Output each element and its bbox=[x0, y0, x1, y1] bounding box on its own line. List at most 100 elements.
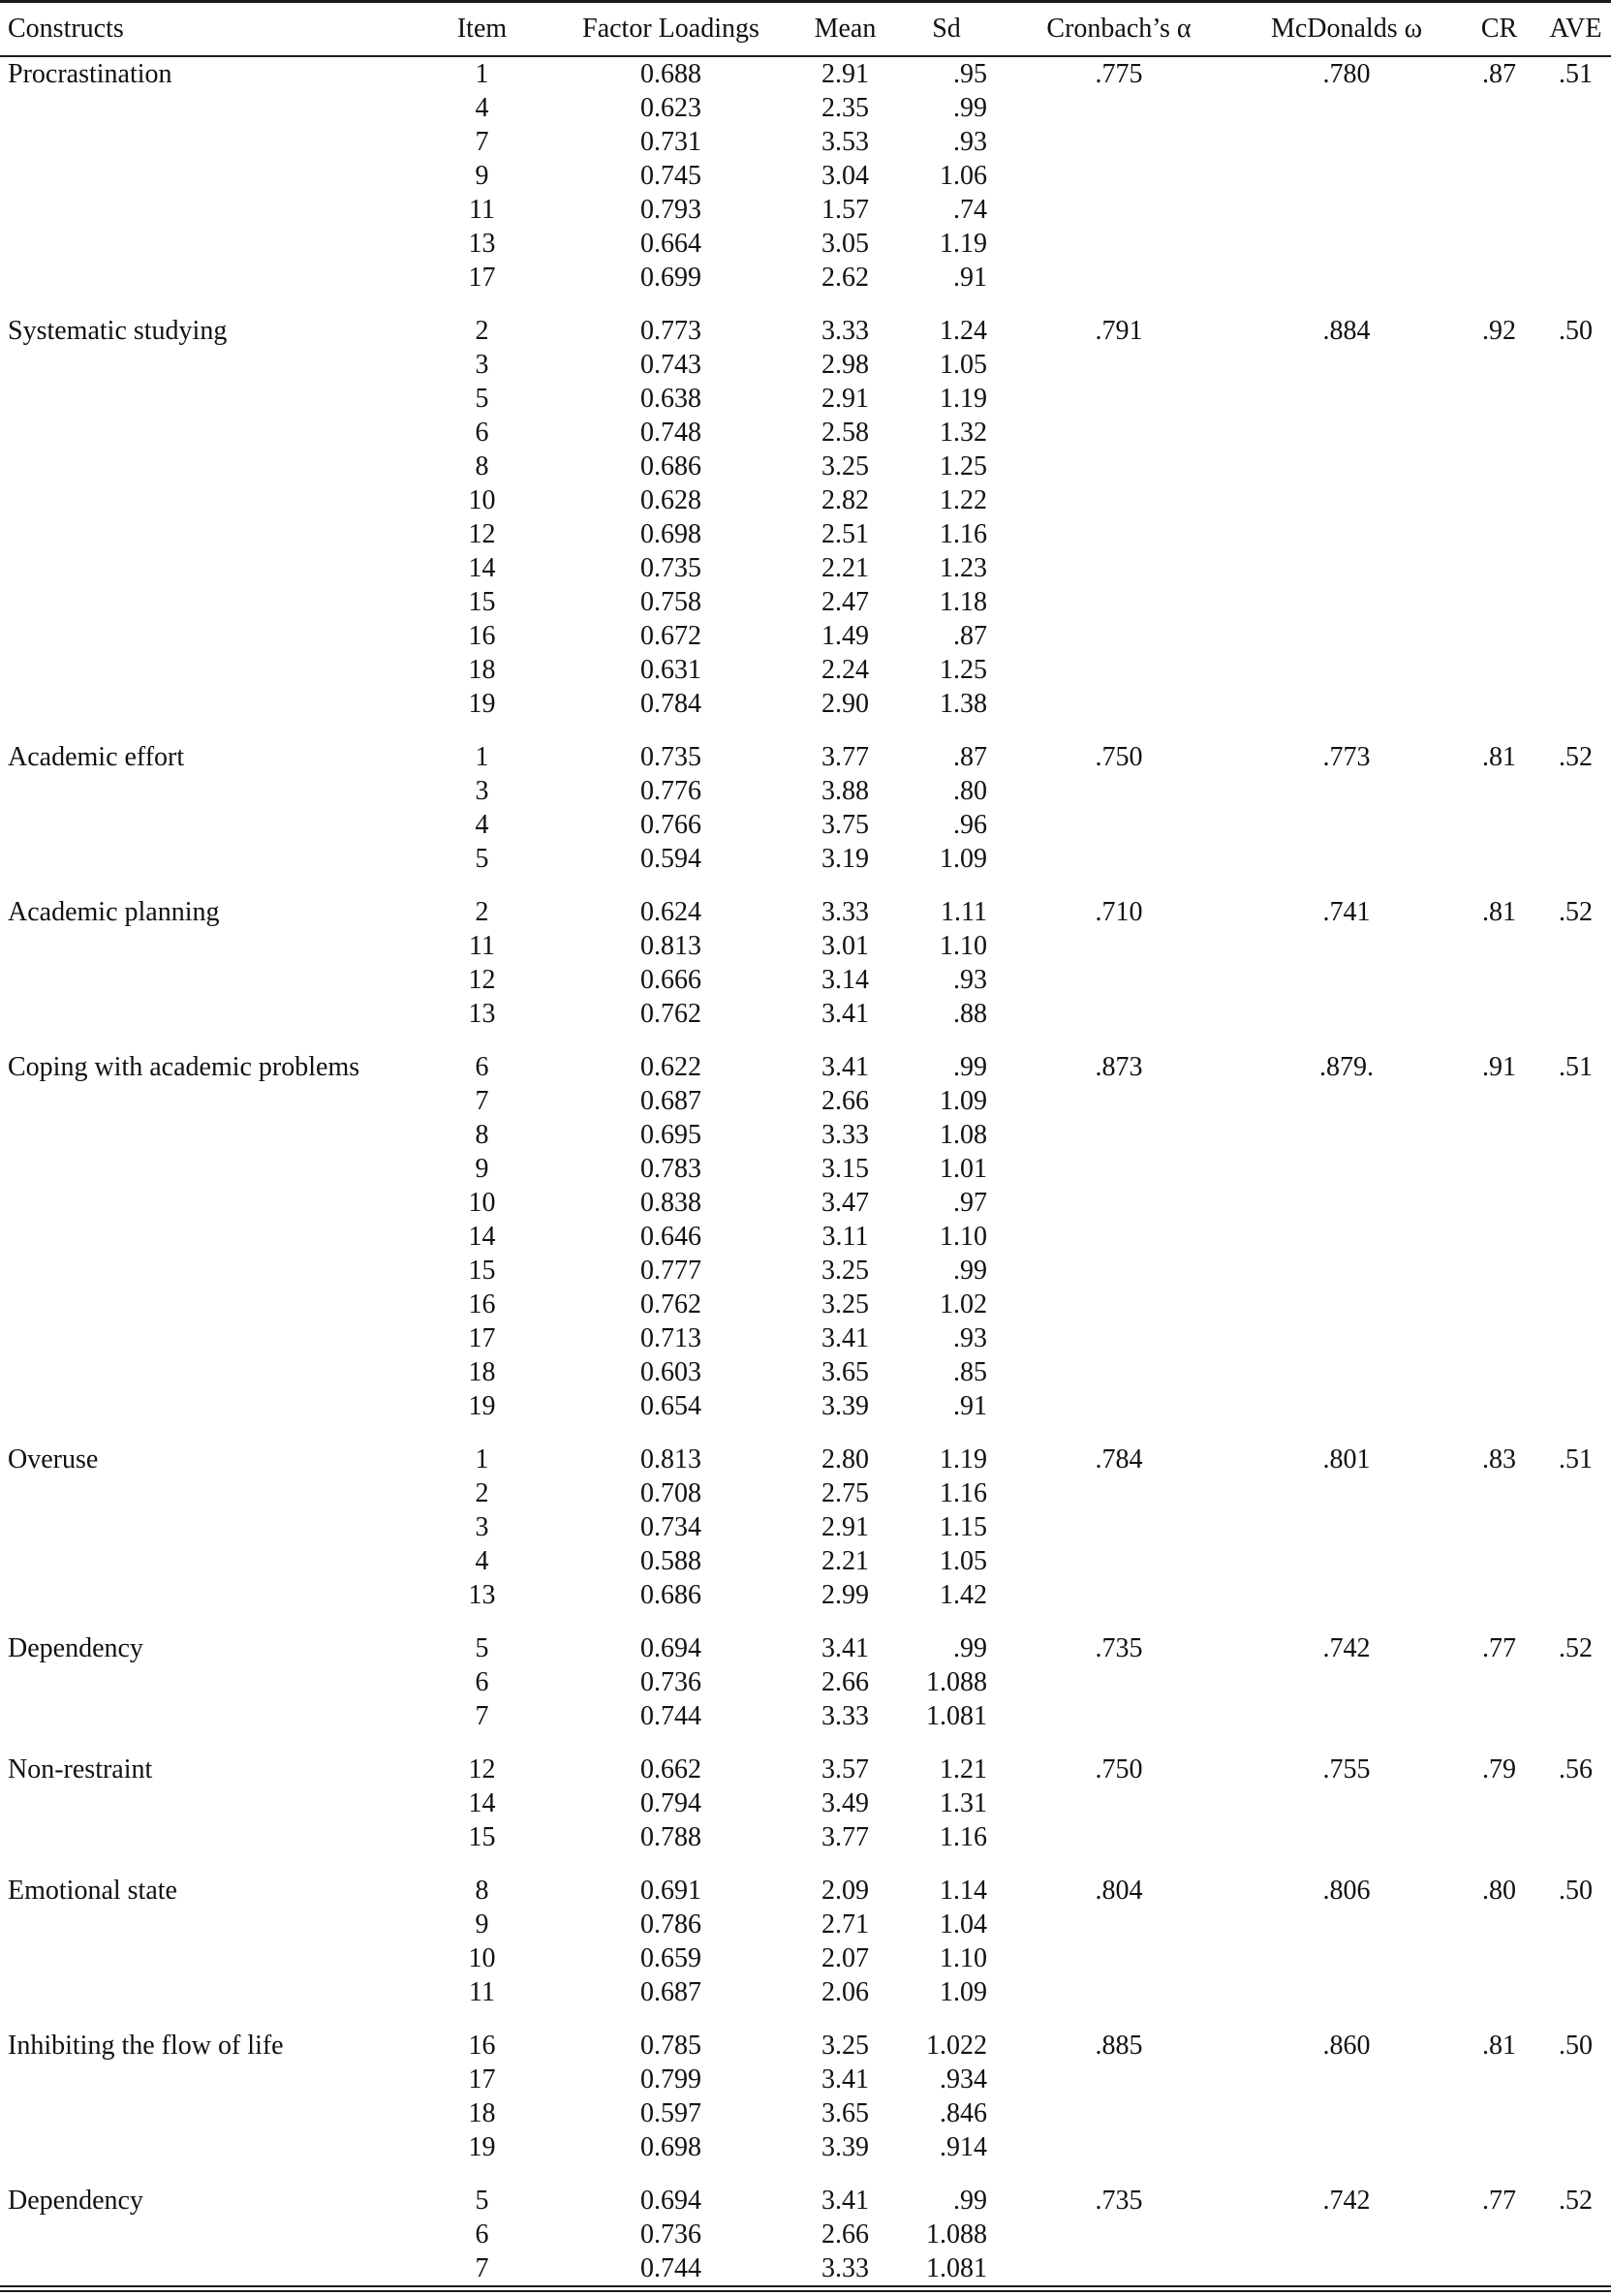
mcdonalds-omega-cell bbox=[1235, 1786, 1458, 1820]
mean-cell: 2.07 bbox=[821, 1942, 869, 1973]
factor-loading-cell: 0.698 bbox=[640, 518, 701, 549]
factor-loading-cell: 0.788 bbox=[640, 1821, 701, 1852]
ave-cell bbox=[1540, 2096, 1611, 2130]
mcdonalds-omega-cell bbox=[1235, 193, 1458, 227]
cronbachs-alpha-cell bbox=[1003, 997, 1235, 1031]
factor-loading-cell: 0.838 bbox=[640, 1187, 701, 1218]
factor-loading-cell: 0.631 bbox=[640, 654, 701, 685]
cr-cell bbox=[1458, 653, 1540, 687]
construct-name-cell bbox=[0, 619, 407, 653]
construct-name-cell bbox=[0, 1578, 407, 1612]
factor-loading-cell: 0.766 bbox=[640, 809, 701, 840]
item-row: 19 0.784 2.90 1.38 bbox=[0, 687, 1611, 721]
mean-cell: 3.77 bbox=[821, 741, 869, 772]
mcdonalds-omega-cell bbox=[1235, 1220, 1458, 1254]
cronbachs-alpha-cell: .784 bbox=[1095, 1443, 1143, 1474]
item-number-cell: 3 bbox=[475, 349, 489, 380]
sd-cell: 1.088 bbox=[926, 2218, 987, 2249]
construct-first-row: Non-restraint 12 0.662 3.57 1.21 .750 .755 .79.… bbox=[0, 1733, 1611, 1786]
item-number-cell: 9 bbox=[475, 1153, 489, 1184]
mean-cell: 3.77 bbox=[821, 1821, 869, 1852]
mcdonalds-omega-cell: .773 bbox=[1322, 741, 1371, 772]
ave-cell bbox=[1540, 1786, 1611, 1820]
mean-cell: 2.09 bbox=[821, 1875, 869, 1906]
item-number-cell: 16 bbox=[468, 1288, 496, 1319]
item-number-cell: 9 bbox=[475, 160, 489, 191]
item-number-cell: 17 bbox=[468, 1322, 496, 1353]
ave-cell bbox=[1540, 483, 1611, 517]
sd-cell: 1.31 bbox=[940, 1787, 987, 1818]
sd-cell: 1.022 bbox=[926, 2030, 987, 2061]
col-header-cronbachs-alpha: Cronbach’s α bbox=[1003, 1, 1235, 57]
cronbachs-alpha-cell: .775 bbox=[1095, 58, 1143, 89]
sd-cell: 1.19 bbox=[940, 383, 987, 414]
mean-cell: 3.04 bbox=[821, 160, 869, 191]
cronbachs-alpha-cell bbox=[1003, 2063, 1235, 2096]
mcdonalds-omega-cell: .879. bbox=[1319, 1051, 1374, 1082]
sd-cell: .96 bbox=[953, 809, 987, 840]
mean-cell: 3.33 bbox=[821, 1700, 869, 1731]
cronbachs-alpha-cell bbox=[1003, 929, 1235, 963]
sd-cell: .934 bbox=[940, 2063, 987, 2094]
mcdonalds-omega-cell bbox=[1235, 1254, 1458, 1288]
factor-loading-cell: 0.734 bbox=[640, 1511, 701, 1542]
ave-cell bbox=[1540, 842, 1611, 876]
item-number-cell: 18 bbox=[468, 2097, 496, 2128]
factor-loading-cell: 0.687 bbox=[640, 1976, 701, 2007]
sd-cell: 1.19 bbox=[940, 228, 987, 259]
cronbachs-alpha-cell bbox=[1003, 517, 1235, 551]
cronbachs-alpha-cell bbox=[1003, 585, 1235, 619]
construct-name-cell bbox=[0, 1699, 407, 1733]
item-row: 14 0.794 3.49 1.31 bbox=[0, 1786, 1611, 1820]
mean-cell: 2.71 bbox=[821, 1908, 869, 1939]
construct-name-cell bbox=[0, 348, 407, 382]
sd-cell: 1.10 bbox=[940, 1942, 987, 1973]
mean-cell: 2.98 bbox=[821, 349, 869, 380]
mean-cell: 3.41 bbox=[821, 1322, 869, 1353]
mean-cell: 2.47 bbox=[821, 586, 869, 617]
cr-cell bbox=[1458, 1084, 1540, 1118]
factor-loading-cell: 0.743 bbox=[640, 349, 701, 380]
construct-name-cell bbox=[0, 483, 407, 517]
mcdonalds-omega-cell: .741 bbox=[1322, 896, 1371, 927]
sd-cell: 1.10 bbox=[940, 1221, 987, 1252]
ave-cell bbox=[1540, 1544, 1611, 1578]
sd-cell: 1.081 bbox=[926, 1700, 987, 1731]
item-number-cell: 1 bbox=[475, 1443, 489, 1474]
cr-cell bbox=[1458, 1254, 1540, 1288]
sd-cell: 1.23 bbox=[940, 552, 987, 583]
mean-cell: 3.14 bbox=[821, 964, 869, 995]
mean-cell: 3.33 bbox=[821, 2252, 869, 2283]
item-number-cell: 7 bbox=[475, 1700, 489, 1731]
ave-cell bbox=[1540, 1288, 1611, 1321]
ave-cell bbox=[1540, 687, 1611, 721]
item-row: 18 0.597 3.65 .846 bbox=[0, 2096, 1611, 2130]
ave-cell bbox=[1540, 348, 1611, 382]
construct-name-cell bbox=[0, 517, 407, 551]
mcdonalds-omega-cell bbox=[1235, 1908, 1458, 1941]
sd-cell: .74 bbox=[953, 194, 987, 225]
item-number-cell: 19 bbox=[468, 1390, 496, 1421]
item-row: 11 0.793 1.57 .74 bbox=[0, 193, 1611, 227]
factor-loading-cell: 0.735 bbox=[640, 552, 701, 583]
item-row: 6 0.736 2.66 1.088 bbox=[0, 1665, 1611, 1699]
construct-name-cell bbox=[0, 1544, 407, 1578]
mcdonalds-omega-cell bbox=[1235, 227, 1458, 261]
ave-cell bbox=[1540, 1220, 1611, 1254]
ave-cell bbox=[1540, 1699, 1611, 1733]
cronbachs-alpha-cell bbox=[1003, 416, 1235, 450]
factor-loading-cell: 0.785 bbox=[640, 2030, 701, 2061]
mcdonalds-omega-cell bbox=[1235, 450, 1458, 483]
factor-loading-cell: 0.783 bbox=[640, 1153, 701, 1184]
col-header-ave: AVE bbox=[1540, 1, 1611, 57]
ave-cell bbox=[1540, 1510, 1611, 1544]
cronbachs-alpha-cell bbox=[1003, 1084, 1235, 1118]
item-number-cell: 5 bbox=[475, 1632, 489, 1663]
mean-cell: 1.49 bbox=[821, 620, 869, 651]
mean-cell: 2.91 bbox=[821, 1511, 869, 1542]
factor-loading-cell: 0.794 bbox=[640, 1787, 701, 1818]
item-number-cell: 15 bbox=[468, 1821, 496, 1852]
factor-loading-cell: 0.691 bbox=[640, 1875, 701, 1906]
item-row: 9 0.745 3.04 1.06 bbox=[0, 159, 1611, 193]
mean-cell: 3.25 bbox=[821, 450, 869, 481]
